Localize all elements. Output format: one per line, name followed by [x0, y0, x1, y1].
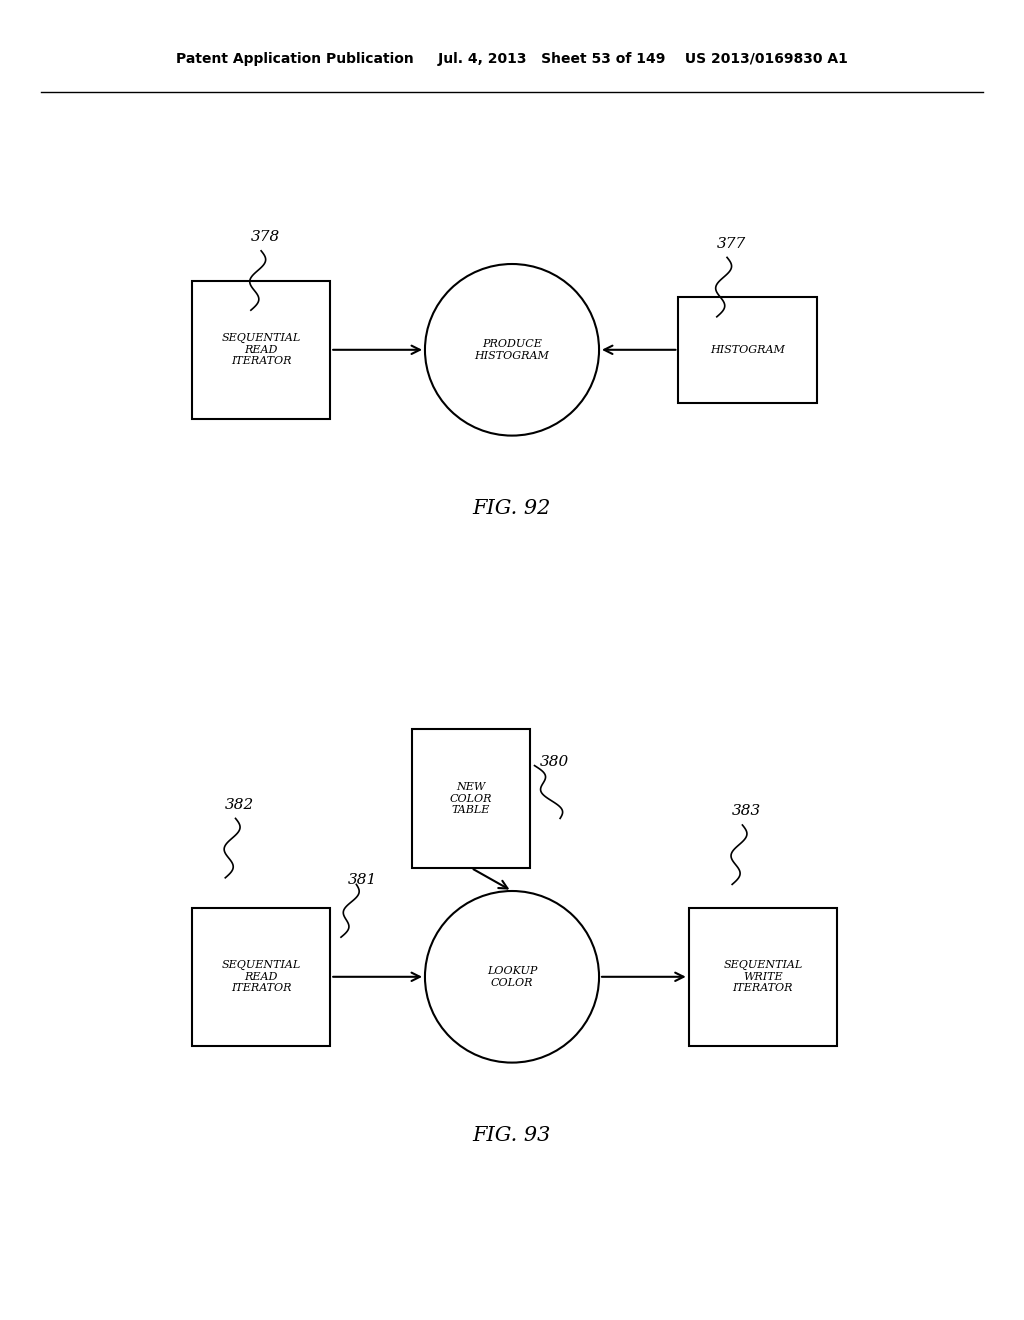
Text: SEQUENTIAL
WRITE
ITERATOR: SEQUENTIAL WRITE ITERATOR	[723, 960, 803, 994]
Text: FIG. 92: FIG. 92	[473, 499, 551, 517]
FancyBboxPatch shape	[193, 908, 330, 1045]
Text: SEQUENTIAL
READ
ITERATOR: SEQUENTIAL READ ITERATOR	[221, 960, 301, 994]
Ellipse shape	[425, 264, 599, 436]
Text: 378: 378	[251, 230, 281, 244]
FancyBboxPatch shape	[193, 281, 330, 420]
Text: 382: 382	[225, 797, 255, 812]
Text: HISTOGRAM: HISTOGRAM	[710, 345, 785, 355]
Ellipse shape	[425, 891, 599, 1063]
Text: 377: 377	[717, 236, 746, 251]
Text: 383: 383	[732, 804, 762, 818]
Text: PRODUCE
HISTOGRAM: PRODUCE HISTOGRAM	[474, 339, 550, 360]
Text: SEQUENTIAL
READ
ITERATOR: SEQUENTIAL READ ITERATOR	[221, 333, 301, 367]
FancyBboxPatch shape	[688, 908, 838, 1045]
Text: NEW
COLOR
TABLE: NEW COLOR TABLE	[450, 781, 493, 816]
FancyBboxPatch shape	[412, 729, 530, 869]
FancyBboxPatch shape	[678, 297, 817, 403]
Text: 380: 380	[540, 755, 569, 768]
Text: 381: 381	[348, 874, 378, 887]
Text: LOOKUP
COLOR: LOOKUP COLOR	[486, 966, 538, 987]
Text: Patent Application Publication     Jul. 4, 2013   Sheet 53 of 149    US 2013/016: Patent Application Publication Jul. 4, 2…	[176, 53, 848, 66]
Text: FIG. 93: FIG. 93	[473, 1126, 551, 1144]
